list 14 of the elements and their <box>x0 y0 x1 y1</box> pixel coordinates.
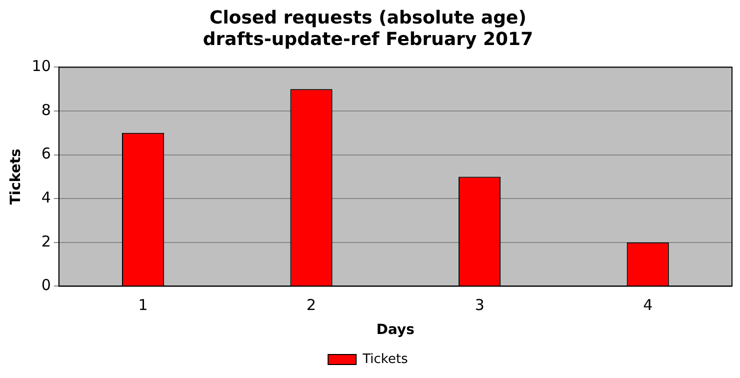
x-tick-label: 3 <box>474 296 484 314</box>
y-tick-label: 2 <box>41 232 51 250</box>
x-axis-title: Days <box>376 322 414 338</box>
chart-title: Closed requests (absolute age) drafts-update-ref February 2017 <box>202 7 534 50</box>
legend-label: Tickets <box>362 352 408 367</box>
x-tick-label: 2 <box>306 296 316 314</box>
y-tick-label: 0 <box>41 276 51 294</box>
y-tick-label: 10 <box>32 57 51 76</box>
y-tick-label: 6 <box>41 144 51 163</box>
y-axis-title: Tickets <box>8 148 24 205</box>
y-tick-label: 8 <box>41 100 51 119</box>
x-tick-label: 1 <box>138 296 148 314</box>
y-tick-label: 4 <box>41 188 51 206</box>
x-tick-label: 4 <box>643 296 653 314</box>
